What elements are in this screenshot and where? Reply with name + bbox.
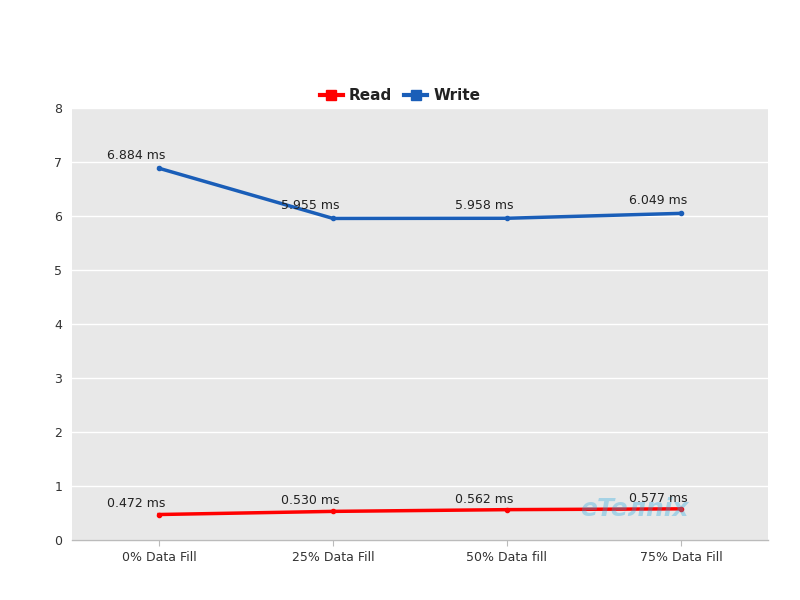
Text: 5.955 ms: 5.955 ms (281, 199, 339, 212)
Text: 0.562 ms: 0.562 ms (454, 493, 513, 506)
Text: 6.049 ms: 6.049 ms (629, 194, 687, 206)
Text: 6.884 ms: 6.884 ms (107, 149, 165, 161)
Text: 5.958 ms: 5.958 ms (454, 199, 514, 212)
Text: eTeлnix: eTeлnix (580, 497, 689, 521)
Legend: Read, Write: Read, Write (314, 82, 486, 110)
Text: Kingston SDA3 SDHC/SDXC UHS-I U3 - 256GB: Kingston SDA3 SDHC/SDXC UHS-I U3 - 256GB (118, 16, 682, 36)
Text: 0.472 ms: 0.472 ms (107, 497, 165, 511)
Text: 0.577 ms: 0.577 ms (629, 492, 687, 505)
Text: 0.530 ms: 0.530 ms (281, 494, 339, 508)
Text: AS SSD Benchmark - Latency Access Times (Lower Is Better): AS SSD Benchmark - Latency Access Times … (210, 49, 590, 62)
